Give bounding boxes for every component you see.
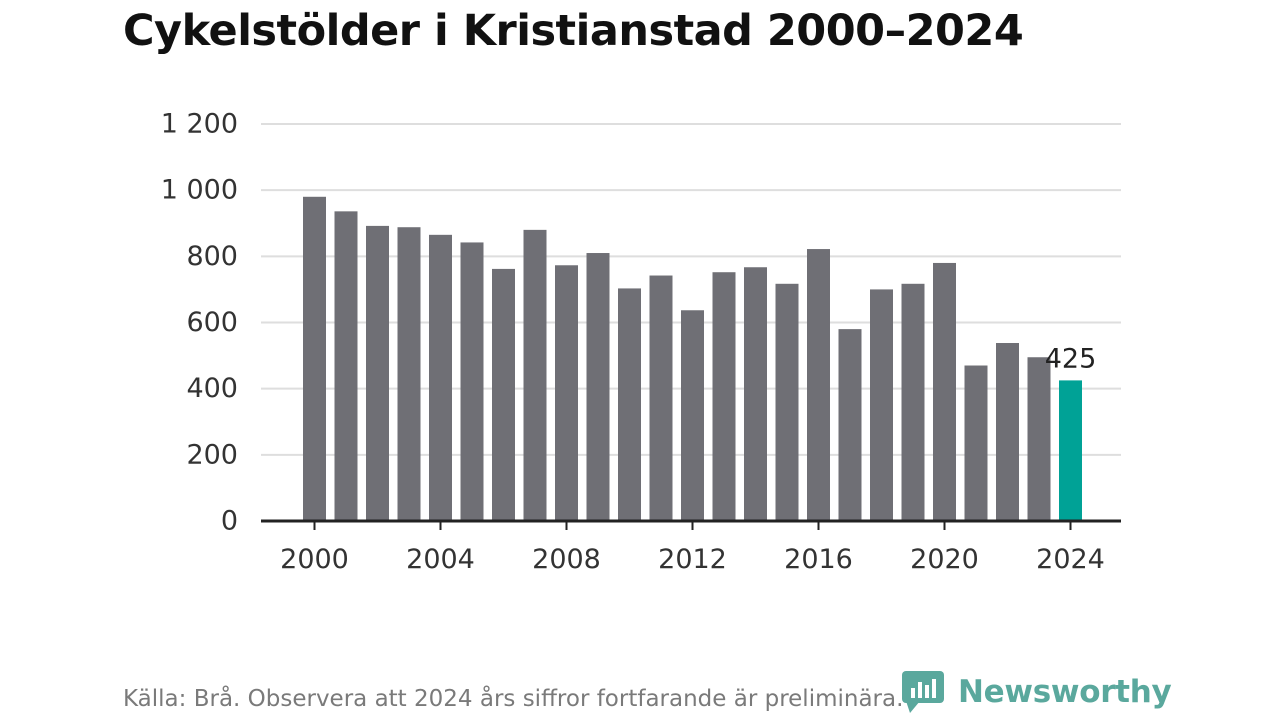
newsworthy-logo-icon — [902, 671, 944, 713]
x-tick-label: 2012 — [658, 544, 727, 575]
bar-2004 — [429, 234, 452, 521]
bar-2022 — [996, 343, 1019, 521]
y-tick-label: 400 — [186, 373, 238, 404]
bar-2001 — [334, 211, 358, 521]
bar-2023 — [1027, 357, 1051, 521]
y-tick-label: 800 — [186, 241, 238, 272]
bar-2014 — [744, 267, 767, 521]
bar-2020 — [933, 262, 956, 521]
bar-2005 — [460, 242, 484, 521]
bar-2021 — [964, 365, 988, 521]
bar-2015 — [775, 283, 799, 521]
bar-2006 — [492, 268, 515, 521]
bar-2013 — [712, 272, 736, 521]
bar-2000 — [303, 196, 326, 522]
y-tick-label: 600 — [186, 307, 238, 338]
bar-2018 — [870, 289, 893, 521]
y-tick-label: 200 — [186, 439, 238, 470]
brand-logo: Newsworthy — [902, 671, 1172, 713]
bar-2017 — [838, 329, 862, 521]
x-tick-label: 2016 — [784, 544, 853, 575]
x-tick-label: 2000 — [280, 544, 349, 575]
bar-highlight-2024 — [1059, 380, 1082, 521]
y-axis-tick-labels: 0 200 400 600 800 1 000 1 200 — [161, 109, 238, 537]
brand-name: Newsworthy — [958, 674, 1172, 710]
bar-2011 — [649, 275, 673, 521]
bar-2002 — [366, 225, 389, 521]
bar-2010 — [618, 288, 641, 521]
x-tick-label: 2004 — [406, 544, 475, 575]
x-axis-tick-labels: 2000 2004 2008 2012 2016 2020 2024 — [280, 544, 1105, 575]
bar-2009 — [586, 253, 610, 521]
chart-title: Cykelstölder i Kristianstad 2000–2024 — [123, 6, 1024, 56]
annotations: 425 — [1045, 343, 1097, 374]
y-tick-label: 1 200 — [161, 109, 238, 140]
y-tick-label: 0 — [221, 506, 238, 537]
x-tick-label: 2008 — [532, 544, 601, 575]
bar-2019 — [901, 283, 925, 521]
bar-2012 — [681, 310, 704, 521]
bar-2003 — [397, 227, 421, 521]
x-axis — [261, 519, 1121, 530]
bars — [303, 196, 1082, 522]
source-note: Källa: Brå. Observera att 2024 års siffr… — [123, 686, 904, 712]
bar-chart: 0 200 400 600 800 1 000 1 200 2000 2004 2008 2012… — [161, 109, 1121, 575]
data-label-2024: 425 — [1045, 343, 1097, 374]
bar-2007 — [523, 229, 547, 521]
bar-2016 — [807, 249, 830, 521]
bar-2008 — [555, 265, 578, 521]
x-tick-label: 2020 — [910, 544, 979, 575]
y-tick-label: 1 000 — [161, 175, 238, 206]
x-tick-label: 2024 — [1036, 544, 1105, 575]
